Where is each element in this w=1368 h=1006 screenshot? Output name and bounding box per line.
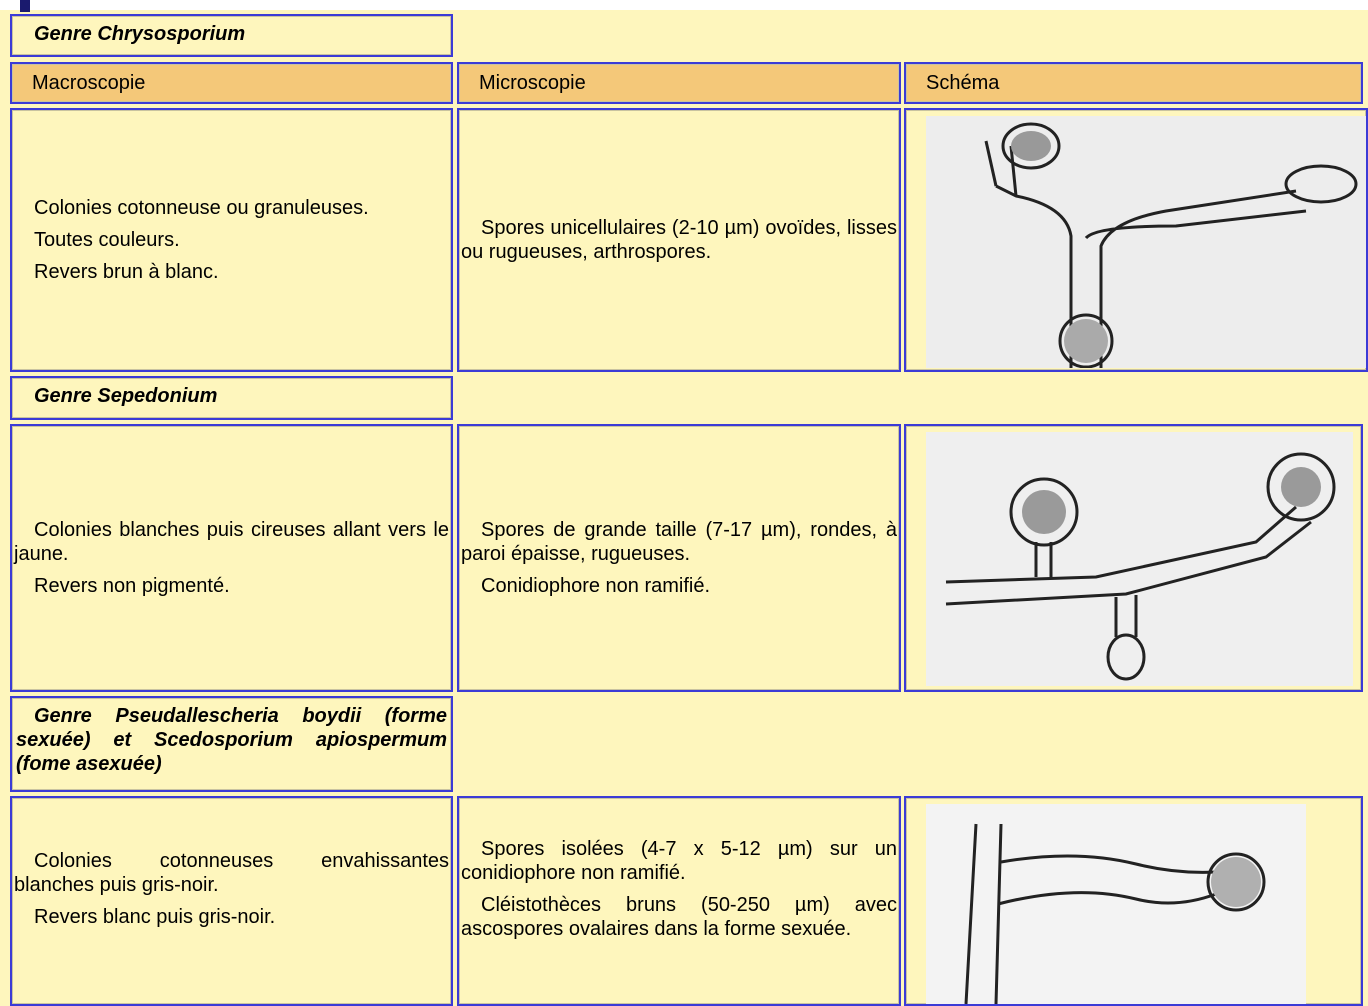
top-mark [20, 0, 30, 12]
text: Colonies blanches puis cireuses allant v… [14, 519, 449, 565]
schema-drawing [926, 432, 1353, 686]
top-strip [0, 0, 1368, 10]
title-text: Genre Pseudallescheria boydii (forme sex… [16, 705, 447, 775]
text: Spores de grande taille (7-17 µm), ronde… [461, 519, 897, 565]
text: Toutes couleurs. [34, 229, 180, 251]
header-label: Microscopie [479, 72, 586, 94]
text: Revers blanc puis gris-noir. [34, 906, 276, 928]
text: Colonies cotonneuses envahissantes blanc… [14, 850, 449, 896]
text: Cléistothèces bruns (50-250 µm) avec asc… [461, 894, 897, 940]
header-cell: Macroscopie [10, 62, 453, 104]
text: Conidiophore non ramifié. [481, 575, 711, 597]
text: Colonies cotonneuse ou granuleuses. [34, 197, 369, 219]
schema-drawing [926, 804, 1306, 1004]
micro-cell: Spores unicellulaires (2-10 µm) ovoïdes,… [457, 108, 901, 372]
macro-cell: Colonies blanches puis cireuses allant v… [10, 424, 453, 692]
text: Revers non pigmenté. [34, 575, 230, 597]
micro-cell: Spores de grande taille (7-17 µm), ronde… [457, 424, 901, 692]
header-label: Schéma [926, 72, 1000, 94]
title-text: Genre Sepedonium [34, 385, 218, 407]
text: Revers brun à blanc. [34, 261, 219, 283]
macro-cell: Colonies cotonneuses envahissantes blanc… [10, 796, 453, 1006]
schema-drawing [926, 116, 1366, 368]
header-label: Macroscopie [32, 72, 146, 94]
text: Spores isolées (4-7 x 5-12 µm) sur un co… [461, 838, 897, 884]
header-cell: Microscopie [457, 62, 901, 104]
schema-cell [904, 424, 1363, 692]
title-text: Genre Chrysosporium [34, 23, 246, 45]
schema-cell [904, 796, 1363, 1006]
micro-cell: Spores isolées (4-7 x 5-12 µm) sur un co… [457, 796, 901, 1006]
header-cell: Schéma [904, 62, 1363, 104]
schema-cell [904, 108, 1368, 372]
macro-cell: Colonies cotonneuse ou granuleuses. Tout… [10, 108, 453, 372]
section-title: Genre Chrysosporium [10, 14, 453, 57]
section-title: Genre Pseudallescheria boydii (forme sex… [10, 696, 453, 792]
section-title: Genre Sepedonium [10, 376, 453, 420]
text: Spores unicellulaires (2-10 µm) ovoïdes,… [461, 217, 897, 263]
